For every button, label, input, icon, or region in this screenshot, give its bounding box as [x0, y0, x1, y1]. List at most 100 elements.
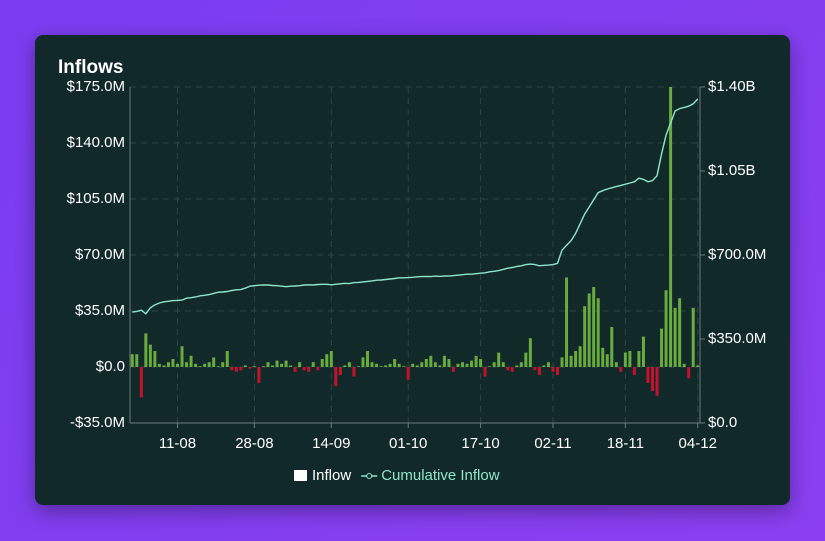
- bar: [574, 351, 578, 367]
- bar: [266, 362, 270, 367]
- bar: [556, 367, 559, 375]
- bar: [592, 287, 596, 367]
- bar: [614, 362, 618, 367]
- bar: [379, 366, 383, 367]
- bar: [583, 306, 587, 367]
- bar: [298, 362, 302, 367]
- bar: [397, 363, 401, 367]
- bar: [189, 355, 193, 367]
- x-tick-label: 18-11: [607, 435, 644, 452]
- bar: [153, 351, 157, 367]
- bar: [497, 352, 501, 367]
- bar: [515, 365, 519, 367]
- bar: [203, 363, 207, 367]
- bar: [610, 327, 614, 367]
- bar: [420, 362, 424, 367]
- bar: [474, 355, 478, 367]
- bar: [356, 366, 360, 367]
- bar: [673, 307, 677, 367]
- bar: [461, 362, 464, 367]
- bar: [637, 351, 641, 367]
- card: [35, 35, 790, 505]
- x-tick-label: 02-11: [534, 435, 571, 452]
- bar: [275, 360, 279, 367]
- bar: [510, 367, 514, 372]
- bar: [302, 367, 306, 371]
- bar: [248, 367, 252, 369]
- bar: [470, 360, 474, 367]
- line: [132, 98, 699, 315]
- bar: [528, 338, 532, 367]
- bar: [632, 367, 636, 375]
- bar: [366, 351, 369, 367]
- x-tick-label: 28-08: [235, 435, 273, 452]
- bar: [578, 346, 582, 367]
- bar: [587, 293, 591, 367]
- bar: [198, 366, 202, 367]
- bar: [352, 367, 356, 377]
- x-tick-label: 04-12: [679, 435, 717, 452]
- y2-tick-label: $700.0M: [708, 246, 766, 263]
- x-tick-label: 17-10: [461, 435, 499, 452]
- y2-tick-label: $0.0: [708, 414, 737, 431]
- bar: [442, 355, 446, 367]
- bar: [212, 357, 216, 367]
- bar: [565, 277, 569, 367]
- bar: [623, 352, 627, 367]
- bar: [696, 365, 700, 367]
- bar: [320, 359, 324, 367]
- bar: [311, 362, 315, 367]
- bar: [384, 365, 388, 367]
- bar: [519, 362, 523, 367]
- bar: [166, 362, 170, 367]
- bar: [402, 366, 406, 367]
- y-tick-label: $70.0M: [75, 246, 125, 263]
- bar: [537, 367, 541, 375]
- y-tick-label: $140.0M: [67, 134, 125, 151]
- bar: [225, 351, 229, 367]
- legend: Inflow Cumulative Inflow: [294, 467, 500, 484]
- bar: [338, 367, 342, 375]
- bar: [243, 365, 247, 367]
- bar: [429, 355, 433, 367]
- chart-title: Inflows: [58, 57, 123, 78]
- y2-tick-label: $350.0M: [708, 330, 766, 347]
- grid: [129, 86, 701, 428]
- y-tick-label: $105.0M: [67, 190, 125, 207]
- bar: [176, 363, 179, 367]
- y2-tick-label: $1.05B: [708, 162, 756, 179]
- bar: [284, 360, 288, 367]
- bar: [451, 367, 455, 372]
- bar: [542, 365, 546, 367]
- x-tick-label: 01-10: [389, 435, 427, 452]
- x-tick-label: 11-08: [159, 435, 196, 452]
- bar: [180, 346, 184, 367]
- legend-swatch: [366, 473, 373, 479]
- bar: [424, 359, 428, 367]
- y-tick-label: $0.0: [96, 358, 125, 375]
- bar: [651, 367, 654, 391]
- marks: [130, 87, 700, 398]
- bar: [257, 367, 261, 383]
- bar: [207, 362, 211, 367]
- bar: [307, 367, 311, 372]
- bar: [194, 363, 198, 367]
- right-axis: $0.0 $350.0M $700.0M $1.05B $1.40B: [700, 78, 766, 431]
- bar: [465, 363, 469, 367]
- bar: [501, 362, 505, 367]
- y-tick-label: $35.0M: [75, 302, 125, 319]
- bar: [230, 367, 234, 371]
- bar: [293, 367, 297, 372]
- bar: [139, 367, 143, 398]
- bar: [560, 357, 564, 367]
- bar: [343, 365, 347, 367]
- bar: [687, 367, 691, 379]
- bar: [157, 363, 161, 367]
- bar: [261, 366, 265, 367]
- bar: [271, 365, 274, 367]
- bar: [148, 344, 152, 367]
- bar: [492, 362, 496, 367]
- bar: [433, 362, 437, 367]
- bar: [171, 359, 175, 367]
- bar: [641, 336, 645, 367]
